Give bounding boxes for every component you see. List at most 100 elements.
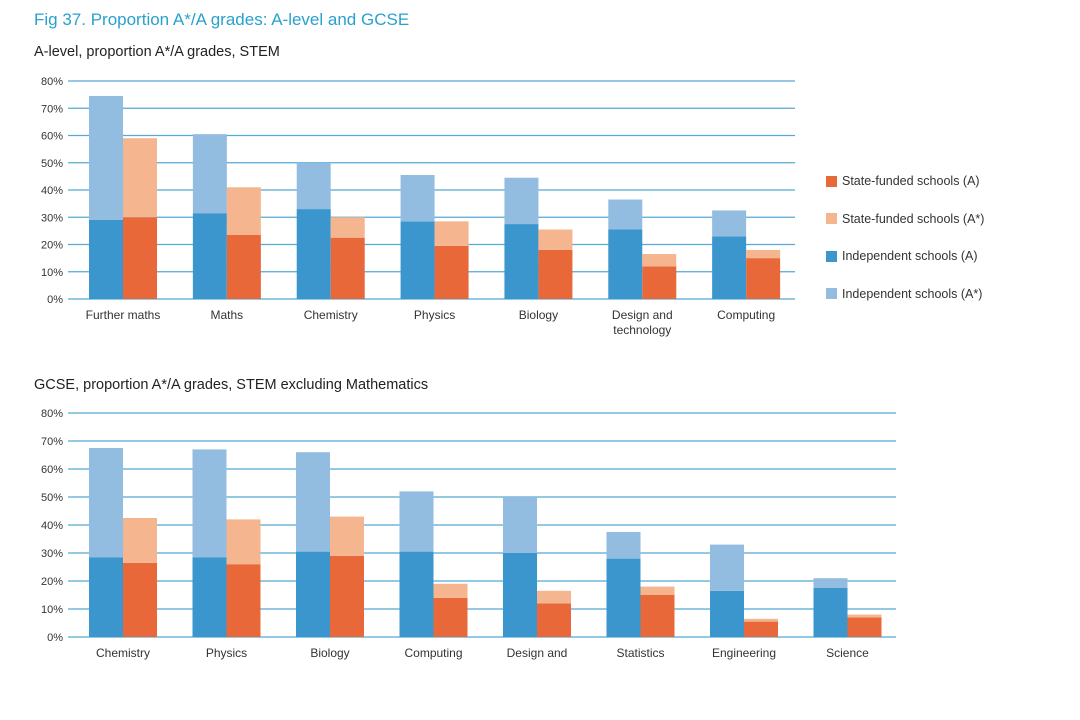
gcse-xtick-physics: Physics xyxy=(206,646,247,660)
alevel-bar-chemistry-state-funded-schools-a xyxy=(330,237,365,299)
alevel-ytick-label: 70% xyxy=(41,103,63,115)
alevel-bar-biology-state-funded-schools-a xyxy=(538,249,573,299)
gcse-ytick-label: 10% xyxy=(41,604,63,616)
alevel-bar-computing-state-funded-schools-a xyxy=(746,249,781,259)
gcse-bar-computing-independent-schools-a xyxy=(399,551,434,637)
alevel-bar-further-maths-state-funded-schools-a xyxy=(123,138,157,218)
gcse-bar-biology-state-funded-schools-a xyxy=(330,555,364,637)
gcse-bar-statistics-state-funded-schools-a xyxy=(640,595,675,637)
alevel-bar-maths-independent-schools-a xyxy=(192,213,227,299)
gcse-bar-chemistry-state-funded-schools-a xyxy=(123,518,157,563)
alevel-xtick-biology: Biology xyxy=(519,308,558,322)
legend-item-state-a: State-funded schools (A) xyxy=(826,172,984,190)
gcse-bar-biology-independent-schools-a xyxy=(296,452,330,552)
alevel-bar-design-and-technology-state-funded-schools-a xyxy=(642,266,677,299)
gcse-bar-chemistry-state-funded-schools-a xyxy=(123,562,157,637)
gcse-bar-design-and-independent-schools-a xyxy=(503,497,537,553)
gcse-bar-physics-state-funded-schools-a xyxy=(226,564,261,637)
legend-item-indep-astar: Independent schools (A*) xyxy=(826,285,984,303)
alevel-bar-physics-state-funded-schools-a xyxy=(434,221,469,246)
legend-item-state-astar: State-funded schools (A*) xyxy=(826,210,984,228)
gcse-bar-statistics-independent-schools-a xyxy=(606,558,641,637)
gcse-bar-computing-state-funded-schools-a xyxy=(433,597,468,637)
gcse-ytick-label: 40% xyxy=(41,520,63,532)
alevel-bar-computing-independent-schools-a xyxy=(712,236,747,299)
gcse-ytick-label: 70% xyxy=(41,436,63,448)
alevel-bar-chemistry-independent-schools-a xyxy=(296,209,331,299)
legend-label-state-astar: State-funded schools (A*) xyxy=(842,211,985,226)
alevel-xtick-physics: Physics xyxy=(414,308,455,322)
gcse-bar-engineering-independent-schools-a xyxy=(710,590,744,637)
gcse-ytick-label: 60% xyxy=(41,464,63,476)
gcse-bar-science-state-funded-schools-a xyxy=(847,614,882,618)
gcse-bar-design-and-state-funded-schools-a xyxy=(537,603,571,637)
legend-swatch-state-astar xyxy=(826,213,837,224)
gcse-bar-design-and-independent-schools-a xyxy=(503,553,537,637)
alevel-xtick-computing: Computing xyxy=(717,308,775,322)
alevel-bar-physics-independent-schools-a xyxy=(400,175,435,222)
alevel-bar-further-maths-independent-schools-a xyxy=(89,95,123,220)
alevel-chart-title: A-level, proportion A*/A grades, STEM xyxy=(34,44,280,60)
gcse-bar-statistics-independent-schools-a xyxy=(606,532,641,559)
legend: State-funded schools (A) State-funded sc… xyxy=(826,172,984,322)
gcse-bar-physics-independent-schools-a xyxy=(192,449,227,558)
gcse-bar-engineering-independent-schools-a xyxy=(710,544,744,591)
alevel-bar-maths-independent-schools-a xyxy=(192,134,227,214)
alevel-xtick-design-and-technology: Design and technology xyxy=(612,308,673,337)
gcse-bar-science-independent-schools-a xyxy=(813,588,848,637)
gcse-xtick-statistics: Statistics xyxy=(616,646,664,660)
gcse-ytick-label: 30% xyxy=(41,548,63,560)
alevel-ytick-label: 20% xyxy=(41,240,63,252)
alevel-bar-physics-independent-schools-a xyxy=(400,221,435,299)
gcse-bar-engineering-state-funded-schools-a xyxy=(744,621,778,637)
gcse-xtick-science: Science xyxy=(826,646,869,660)
gcse-bar-science-independent-schools-a xyxy=(813,578,848,588)
alevel-bar-chemistry-independent-schools-a xyxy=(296,162,331,210)
alevel-bar-biology-state-funded-schools-a xyxy=(538,229,573,250)
gcse-bar-statistics-state-funded-schools-a xyxy=(640,586,675,595)
gcse-xtick-design-and: Design and xyxy=(507,646,568,660)
alevel-bar-physics-state-funded-schools-a xyxy=(434,245,469,299)
gcse-ytick-label: 50% xyxy=(41,492,63,504)
alevel-xtick-maths: Maths xyxy=(211,308,244,322)
legend-swatch-state-a xyxy=(826,175,837,187)
gcse-chart-title: GCSE, proportion A*/A grades, STEM exclu… xyxy=(34,377,429,393)
gcse-xtick-computing: Computing xyxy=(404,646,462,660)
alevel-bar-further-maths-state-funded-schools-a xyxy=(123,217,157,299)
legend-swatch-indep-a xyxy=(826,250,837,262)
gcse-bar-chemistry-independent-schools-a xyxy=(89,557,123,637)
alevel-bar-biology-independent-schools-a xyxy=(504,177,539,225)
alevel-bar-biology-independent-schools-a xyxy=(504,224,539,299)
gcse-bar-physics-state-funded-schools-a xyxy=(226,519,261,565)
gcse-bar-biology-independent-schools-a xyxy=(296,551,330,637)
legend-label-state-a: State-funded schools (A) xyxy=(842,174,980,188)
alevel-ytick-label: 60% xyxy=(41,131,63,143)
gcse-bar-computing-independent-schools-a xyxy=(399,491,434,552)
gcse-bar-computing-state-funded-schools-a xyxy=(433,583,468,598)
alevel-bar-computing-state-funded-schools-a xyxy=(746,258,781,299)
gcse-ytick-label: 0% xyxy=(47,632,63,644)
gcse-bar-physics-independent-schools-a xyxy=(192,557,227,637)
alevel-bar-chemistry-state-funded-schools-a xyxy=(330,217,365,238)
alevel-ytick-label: 30% xyxy=(41,212,63,224)
gcse-bar-design-and-state-funded-schools-a xyxy=(537,590,571,604)
gcse-xtick-chemistry: Chemistry xyxy=(96,646,150,660)
gcse-bar-biology-state-funded-schools-a xyxy=(330,516,364,556)
gcse-bar-chemistry-independent-schools-a xyxy=(89,448,123,558)
legend-label-indep-astar: Independent schools (A*) xyxy=(842,286,983,301)
gcse-ytick-label: 80% xyxy=(41,408,63,420)
alevel-xtick-chemistry: Chemistry xyxy=(304,308,358,322)
alevel-bar-further-maths-independent-schools-a xyxy=(89,219,123,299)
alevel-ytick-label: 80% xyxy=(41,76,63,88)
legend-swatch-indep-astar xyxy=(826,288,837,299)
alevel-bar-maths-state-funded-schools-a xyxy=(226,187,261,235)
figure-title: Fig 37. Proportion A*/A grades: A-level … xyxy=(34,10,410,29)
alevel-bar-computing-independent-schools-a xyxy=(712,210,747,237)
legend-label-indep-a: Independent schools (A) xyxy=(842,249,978,263)
legend-item-indep-a: Independent schools (A) xyxy=(826,247,984,265)
gcse-bar-engineering-state-funded-schools-a xyxy=(744,618,778,622)
alevel-xtick-further-maths: Further maths xyxy=(86,308,161,322)
alevel-bar-maths-state-funded-schools-a xyxy=(226,234,261,299)
gcse-xtick-biology: Biology xyxy=(310,646,349,660)
